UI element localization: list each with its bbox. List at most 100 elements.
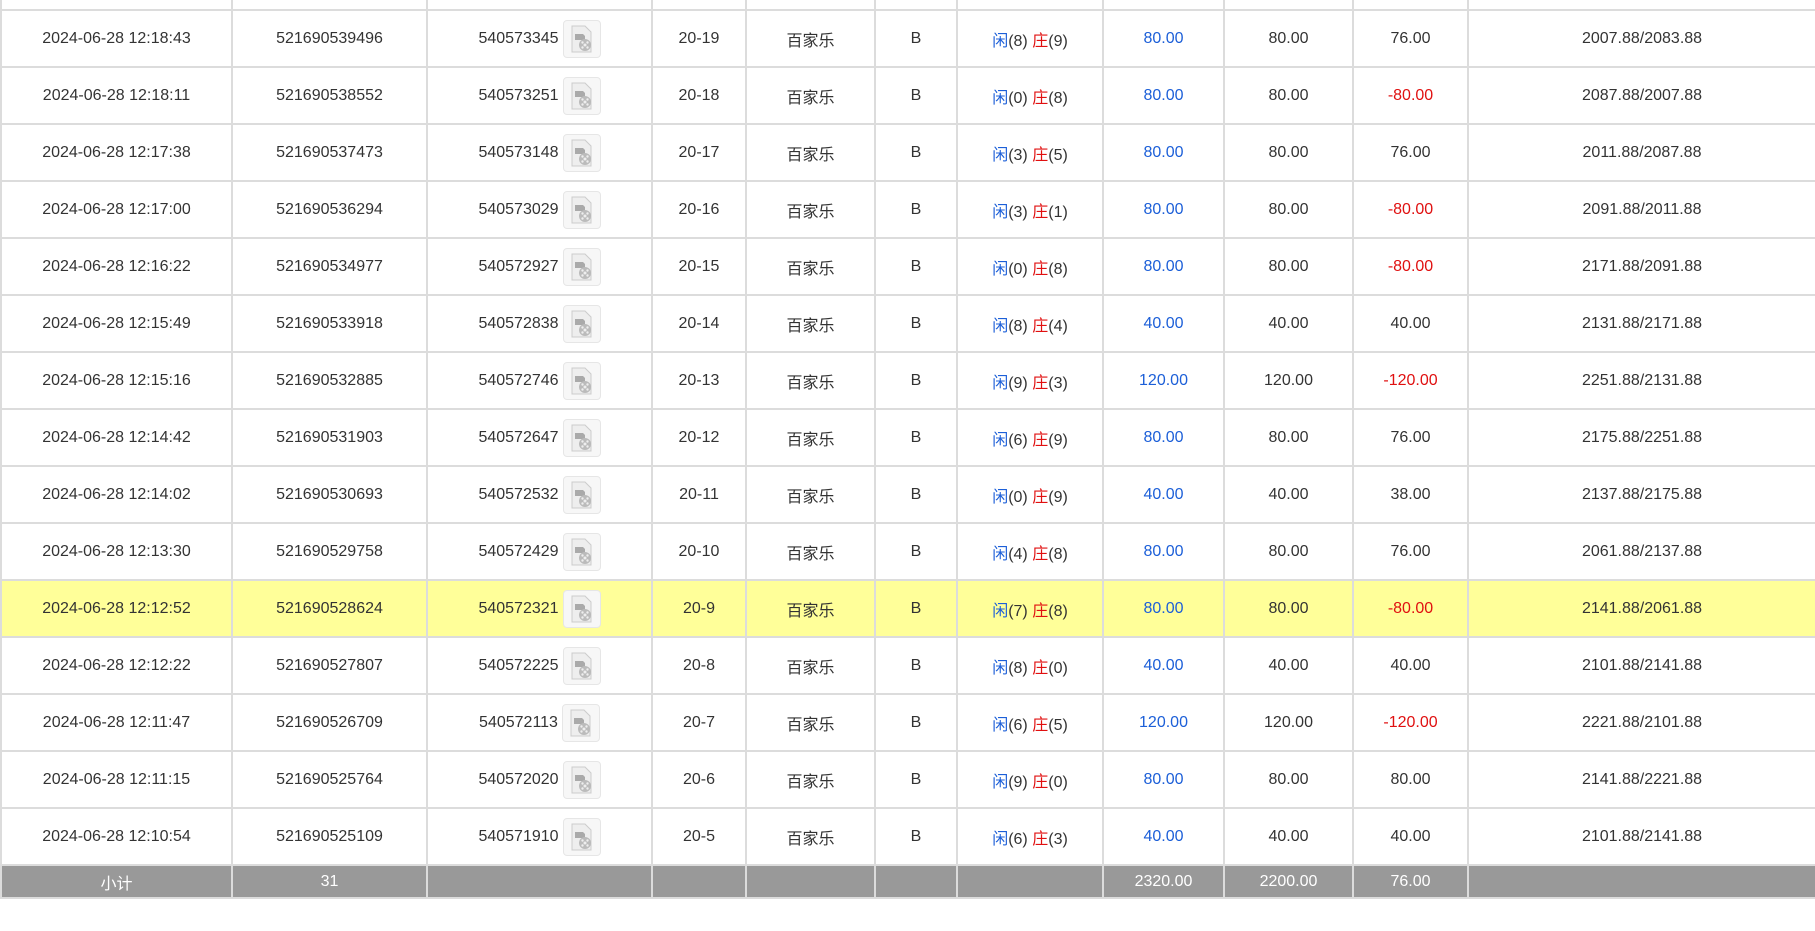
shoe-round: 20-13 [651, 351, 747, 410]
bet-amount: 80.00 [1102, 9, 1225, 68]
video-file-icon[interactable] [561, 703, 600, 742]
bet-amount: 80.00 [1102, 123, 1225, 182]
banker-label: 庄 [1032, 32, 1049, 50]
player-score: (8) [1008, 659, 1028, 677]
video-file-icon[interactable] [562, 76, 601, 115]
game-result: 闲(3) 庄(5) [956, 123, 1104, 182]
bet-time: 2024-06-28 12:12:52 [0, 579, 233, 638]
game-type: 百家乐 [745, 66, 876, 125]
order-number [231, 0, 428, 11]
video-file-icon[interactable] [562, 361, 601, 400]
bet-on: B [874, 807, 958, 866]
video-file-icon[interactable] [562, 475, 601, 514]
game-type: 百家乐 [745, 465, 876, 524]
game-type: 百家乐 [745, 522, 876, 581]
player-score: (4) [1008, 545, 1028, 563]
bet-on: B [874, 465, 958, 524]
video-file-icon[interactable] [562, 304, 601, 343]
video-file-icon[interactable] [562, 418, 601, 457]
subtotal-count: 31 [231, 864, 428, 899]
banker-label: 庄 [1032, 830, 1049, 848]
game-result: 闲(8) 庄(4) [956, 294, 1104, 353]
player-score: (3) [1008, 146, 1028, 164]
banker-score: (8) [1048, 89, 1068, 107]
video-file-icon[interactable] [562, 532, 601, 571]
video-file-icon[interactable] [562, 19, 601, 58]
banker-label: 庄 [1032, 374, 1049, 392]
win-loss: -120.00 [1352, 351, 1469, 410]
bet-time: 2024-06-28 12:18:11 [0, 66, 233, 125]
subtotal-result: 76.00 [1352, 864, 1469, 899]
video-file-icon[interactable] [562, 817, 601, 856]
valid-amount: 80.00 [1223, 750, 1354, 809]
win-loss: -80.00 [1352, 66, 1469, 125]
video-file-icon[interactable] [562, 760, 601, 799]
order-number: 521690530693 [231, 465, 428, 524]
valid-amount: 80.00 [1223, 180, 1354, 239]
banker-score: (5) [1048, 716, 1068, 734]
game-result: 闲(9) 庄(3) [956, 351, 1104, 410]
order-number: 521690528624 [231, 579, 428, 638]
shoe-round: 20-11 [651, 465, 747, 524]
banker-score: (9) [1048, 32, 1068, 50]
banker-label: 庄 [1032, 602, 1049, 620]
video-file-icon[interactable] [562, 190, 601, 229]
game-result: 闲(3) 庄(1) [956, 180, 1104, 239]
bet-on: B [874, 693, 958, 752]
bet-on: B [874, 294, 958, 353]
game-result: 闲(0) 庄(8) [956, 66, 1104, 125]
bet-on: B [874, 66, 958, 125]
balance-before-after: 2221.88/2101.88 [1467, 693, 1815, 752]
player-score: (3) [1008, 203, 1028, 221]
round-number: 540572927 [478, 257, 559, 275]
player-score: (9) [1008, 773, 1028, 791]
table-row: 2024-06-28 12:15:49 521690533918 540572838… [0, 294, 1815, 353]
win-loss: 40.00 [1352, 636, 1469, 695]
bet-amount: 80.00 [1102, 66, 1225, 125]
win-loss: -120.00 [1352, 693, 1469, 752]
video-file-icon[interactable] [562, 247, 601, 286]
bet-time: 2024-06-28 12:17:00 [0, 180, 233, 239]
balance-before-after: 2101.88/2141.88 [1467, 636, 1815, 695]
banker-label: 庄 [1032, 317, 1049, 335]
bet-amount: 40.00 [1102, 807, 1225, 866]
banker-score: (0) [1048, 659, 1068, 677]
balance-before-after: 2091.88/2011.88 [1467, 180, 1815, 239]
video-file-icon[interactable] [562, 133, 601, 172]
bet-amount: 80.00 [1102, 579, 1225, 638]
valid-amount: 80.00 [1223, 237, 1354, 296]
player-score: (6) [1008, 431, 1028, 449]
banker-label: 庄 [1032, 146, 1049, 164]
banker-score: (5) [1048, 146, 1068, 164]
valid-amount: 120.00 [1223, 351, 1354, 410]
game-type [745, 0, 876, 11]
player-score: (7) [1008, 602, 1028, 620]
order-number: 521690536294 [231, 180, 428, 239]
game-type: 百家乐 [745, 807, 876, 866]
game-type: 百家乐 [745, 123, 876, 182]
round-number: 540573251 [478, 86, 559, 104]
player-label: 闲 [992, 602, 1009, 620]
banker-score: (8) [1048, 260, 1068, 278]
bet-on: B [874, 123, 958, 182]
video-file-icon[interactable] [562, 589, 601, 628]
video-file-icon[interactable] [562, 646, 601, 685]
win-loss: 76.00 [1352, 9, 1469, 68]
valid-amount: 80.00 [1223, 522, 1354, 581]
win-loss: 80.00 [1352, 750, 1469, 809]
bet-on: B [874, 408, 958, 467]
subtotal-row: 小计 31 2320.00 2200.00 76.00 [0, 864, 1815, 899]
balance-before-after: 2251.88/2131.88 [1467, 351, 1815, 410]
bet-on: B [874, 522, 958, 581]
round-number: 540572020 [478, 770, 559, 788]
player-label: 闲 [992, 32, 1009, 50]
win-loss: 38.00 [1352, 465, 1469, 524]
player-score: (6) [1008, 830, 1028, 848]
bet-on: B [874, 579, 958, 638]
bet-time: 2024-06-28 12:13:30 [0, 522, 233, 581]
balance-before-after: 2087.88/2007.88 [1467, 66, 1815, 125]
banker-label: 庄 [1032, 716, 1049, 734]
bet-amount: 80.00 [1102, 237, 1225, 296]
table-row [0, 0, 1815, 11]
shoe-round: 20-6 [651, 750, 747, 809]
